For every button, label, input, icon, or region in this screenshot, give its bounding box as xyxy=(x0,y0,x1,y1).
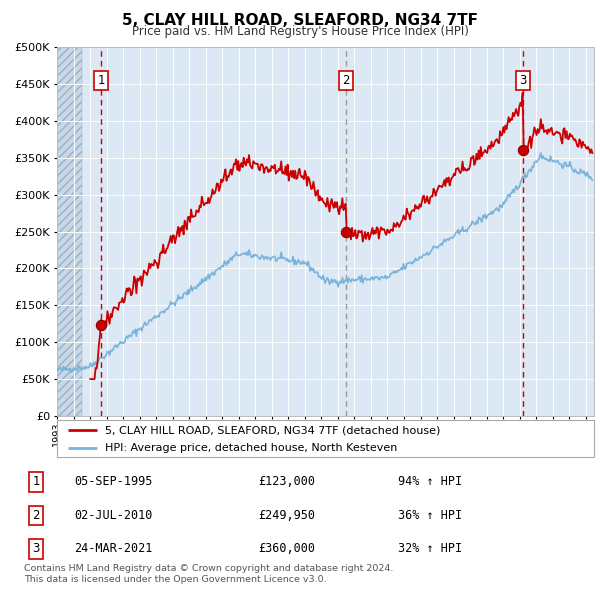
Text: Contains HM Land Registry data © Crown copyright and database right 2024.: Contains HM Land Registry data © Crown c… xyxy=(24,565,394,573)
Text: 2: 2 xyxy=(343,74,350,87)
Text: £123,000: £123,000 xyxy=(259,475,316,489)
Text: 05-SEP-1995: 05-SEP-1995 xyxy=(74,475,152,489)
Point xyxy=(518,146,528,155)
Bar xyxy=(57,47,82,416)
Text: Price paid vs. HM Land Registry's House Price Index (HPI): Price paid vs. HM Land Registry's House … xyxy=(131,25,469,38)
Text: 1: 1 xyxy=(97,74,105,87)
Text: 3: 3 xyxy=(520,74,527,87)
Text: 5, CLAY HILL ROAD, SLEAFORD, NG34 7TF: 5, CLAY HILL ROAD, SLEAFORD, NG34 7TF xyxy=(122,13,478,28)
Text: 24-MAR-2021: 24-MAR-2021 xyxy=(74,542,152,556)
Text: 1: 1 xyxy=(32,475,40,489)
Text: 02-JUL-2010: 02-JUL-2010 xyxy=(74,509,152,522)
Text: This data is licensed under the Open Government Licence v3.0.: This data is licensed under the Open Gov… xyxy=(24,575,326,584)
FancyBboxPatch shape xyxy=(57,420,594,457)
Text: 2: 2 xyxy=(32,509,40,522)
Text: 32% ↑ HPI: 32% ↑ HPI xyxy=(398,542,462,556)
Text: 36% ↑ HPI: 36% ↑ HPI xyxy=(398,509,462,522)
Text: HPI: Average price, detached house, North Kesteven: HPI: Average price, detached house, Nort… xyxy=(106,443,398,453)
Point xyxy=(97,320,106,330)
Text: 94% ↑ HPI: 94% ↑ HPI xyxy=(398,475,462,489)
Text: 3: 3 xyxy=(32,542,40,556)
Text: £249,950: £249,950 xyxy=(259,509,316,522)
Point xyxy=(341,227,351,237)
Bar xyxy=(57,47,82,416)
Text: 5, CLAY HILL ROAD, SLEAFORD, NG34 7TF (detached house): 5, CLAY HILL ROAD, SLEAFORD, NG34 7TF (d… xyxy=(106,425,441,435)
Text: £360,000: £360,000 xyxy=(259,542,316,556)
